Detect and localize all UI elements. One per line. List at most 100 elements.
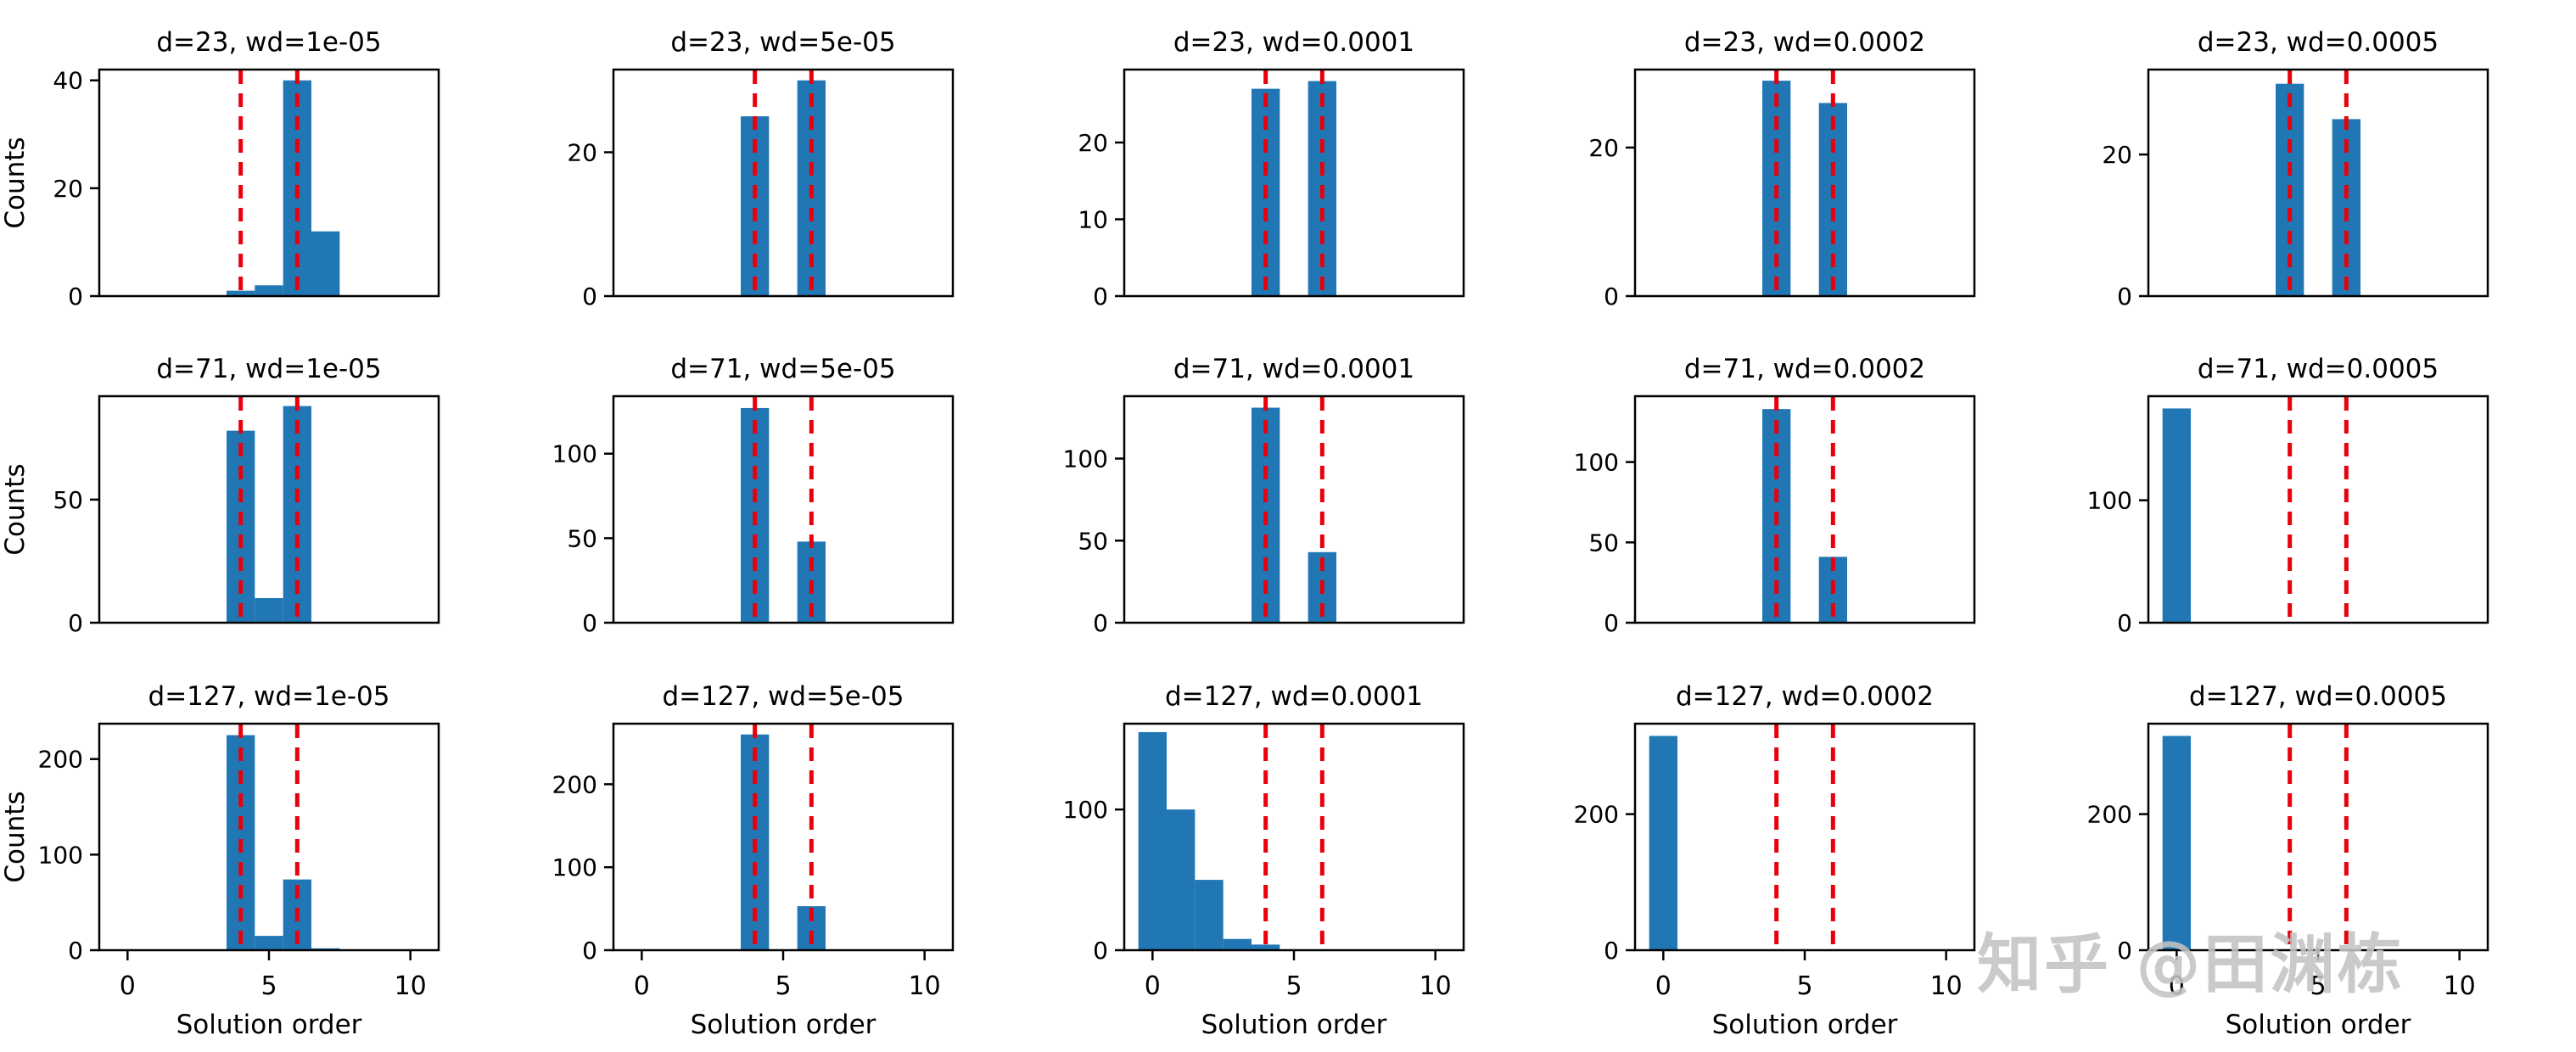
y-tick-label: 10 xyxy=(1078,205,1108,233)
x-tick-label: 10 xyxy=(1420,971,1452,1001)
y-tick-label: 0 xyxy=(582,609,597,637)
x-tick-label: 5 xyxy=(1285,971,1302,1001)
histogram-bar xyxy=(1252,944,1280,950)
subplot-title: d=71, wd=0.0005 xyxy=(2198,354,2439,384)
subplot-title: d=23, wd=5e-05 xyxy=(670,27,895,58)
y-tick-label: 200 xyxy=(38,746,83,774)
axes-box xyxy=(2147,394,2489,624)
histogram-bar xyxy=(255,936,283,950)
histogram-bar xyxy=(311,231,340,296)
subplot-title: d=127, wd=5e-05 xyxy=(663,681,904,712)
histogram-bar xyxy=(1138,731,1167,950)
subplot-title: d=71, wd=0.0002 xyxy=(1684,354,1925,384)
subplot-r2c1: 0 100 200 0 5 10 Solution order d=127, wd=5e-05 xyxy=(552,681,955,1040)
y-tick-label: 100 xyxy=(2087,487,2132,515)
y-tick-label: 200 xyxy=(1574,801,1619,829)
axes-box xyxy=(1633,68,1976,298)
subplot-title: d=71, wd=5e-05 xyxy=(670,354,895,384)
histogram-bar xyxy=(2162,408,2191,623)
y-tick-label: 0 xyxy=(582,937,597,965)
y-tick-label: 0 xyxy=(582,283,597,311)
subplot-title: d=127, wd=0.0002 xyxy=(1676,681,1934,712)
subplot-r2c0: 0 100 200 0 5 10 Solution order Counts d=127, wd… xyxy=(0,681,440,1040)
x-tick-label: 0 xyxy=(634,971,650,1001)
axes-box xyxy=(98,722,440,952)
axes-box xyxy=(1633,722,1976,952)
axes-box xyxy=(612,394,955,624)
axes-box xyxy=(2147,68,2489,298)
subplot-r1c4: 0 100 d=71, wd=0.0005 xyxy=(2087,354,2489,637)
histogram-bar xyxy=(255,597,283,623)
subplot-r1c0: 0 50 Counts d=71, wd=1e-05 xyxy=(0,354,440,637)
subplot-r0c1: 0 20 d=23, wd=5e-05 xyxy=(567,27,955,311)
histogram-bar xyxy=(1649,736,1677,950)
subplot-r0c0: 0 20 40 Counts d=23, wd=1e-05 xyxy=(0,27,440,311)
histogram-bar xyxy=(2162,736,2191,950)
y-tick-label: 200 xyxy=(552,770,597,798)
y-tick-label: 50 xyxy=(1588,529,1619,557)
histogram-bar xyxy=(227,290,255,296)
histogram-bar xyxy=(255,285,283,296)
subplot-r0c3: 0 20 d=23, wd=0.0002 xyxy=(1588,27,1976,311)
x-axis-label: Solution order xyxy=(2226,1010,2411,1040)
y-tick-label: 0 xyxy=(68,609,83,637)
y-tick-label: 0 xyxy=(68,937,83,965)
x-tick-label: 10 xyxy=(2444,971,2476,1001)
axes-box xyxy=(1123,394,1465,624)
y-axis-label: Counts xyxy=(0,791,31,882)
y-tick-label: 100 xyxy=(38,841,83,869)
x-axis-label: Solution order xyxy=(1712,1010,1898,1040)
x-tick-label: 0 xyxy=(120,971,136,1001)
y-tick-label: 40 xyxy=(53,67,83,95)
histogram-bar xyxy=(1223,938,1252,950)
y-tick-label: 20 xyxy=(567,138,597,166)
subplot-title: d=23, wd=0.0002 xyxy=(1684,27,1925,58)
axes-box xyxy=(612,68,955,298)
y-tick-label: 0 xyxy=(2117,283,2132,311)
y-tick-label: 0 xyxy=(68,283,83,311)
histogram-bar xyxy=(1195,880,1224,950)
axes-box xyxy=(98,68,440,298)
subplot-r2c4: 0 200 0 5 10 Solution order d=127, wd=0.0005 xyxy=(2087,681,2489,1040)
y-tick-label: 100 xyxy=(552,440,597,468)
subplot-r2c3: 0 200 0 5 10 Solution order d=127, wd=0.0002 xyxy=(1574,681,1976,1040)
y-axis-label: Counts xyxy=(0,463,31,555)
y-tick-label: 100 xyxy=(552,853,597,881)
y-tick-label: 200 xyxy=(2087,801,2132,829)
subplot-r1c2: 0 50 100 d=71, wd=0.0001 xyxy=(1063,354,1465,637)
y-tick-label: 20 xyxy=(1588,134,1619,162)
axes-box xyxy=(612,722,955,952)
x-tick-label: 0 xyxy=(2169,971,2185,1001)
subplot-title: d=127, wd=1e-05 xyxy=(148,681,390,712)
y-tick-label: 100 xyxy=(1063,445,1108,473)
y-tick-label: 20 xyxy=(2102,141,2132,169)
x-axis-label: Solution order xyxy=(691,1010,876,1040)
y-tick-label: 0 xyxy=(2117,937,2132,965)
x-axis-label: Solution order xyxy=(176,1010,362,1040)
y-tick-label: 0 xyxy=(2117,609,2132,637)
axes-box xyxy=(98,394,440,624)
y-tick-label: 50 xyxy=(567,524,597,552)
watermark: 知乎 @田渊栋 xyxy=(1977,926,2405,1002)
y-tick-label: 20 xyxy=(1078,129,1108,157)
subplot-r0c4: 0 20 d=23, wd=0.0005 xyxy=(2102,27,2489,311)
y-tick-label: 50 xyxy=(1078,527,1108,555)
y-tick-label: 50 xyxy=(53,486,83,514)
subplot-title: d=23, wd=0.0005 xyxy=(2198,27,2439,58)
x-tick-label: 0 xyxy=(1145,971,1161,1001)
y-tick-label: 20 xyxy=(53,175,83,203)
subplot-r2c2: 0 100 0 5 10 Solution order d=127, wd=0.0001 xyxy=(1063,681,1465,1040)
x-tick-label: 10 xyxy=(909,971,941,1001)
y-tick-label: 100 xyxy=(1574,449,1619,477)
y-tick-label: 0 xyxy=(1093,937,1108,965)
subplot-r1c3: 0 50 100 d=71, wd=0.0002 xyxy=(1574,354,1976,637)
x-tick-label: 5 xyxy=(775,971,791,1001)
x-tick-label: 5 xyxy=(2310,971,2326,1001)
subplot-r1c1: 0 50 100 d=71, wd=5e-05 xyxy=(552,354,955,637)
axes-box xyxy=(1123,68,1465,298)
histogram-bar xyxy=(227,430,255,623)
subplot-title: d=127, wd=0.0005 xyxy=(2189,681,2447,712)
y-tick-label: 0 xyxy=(1604,937,1619,965)
